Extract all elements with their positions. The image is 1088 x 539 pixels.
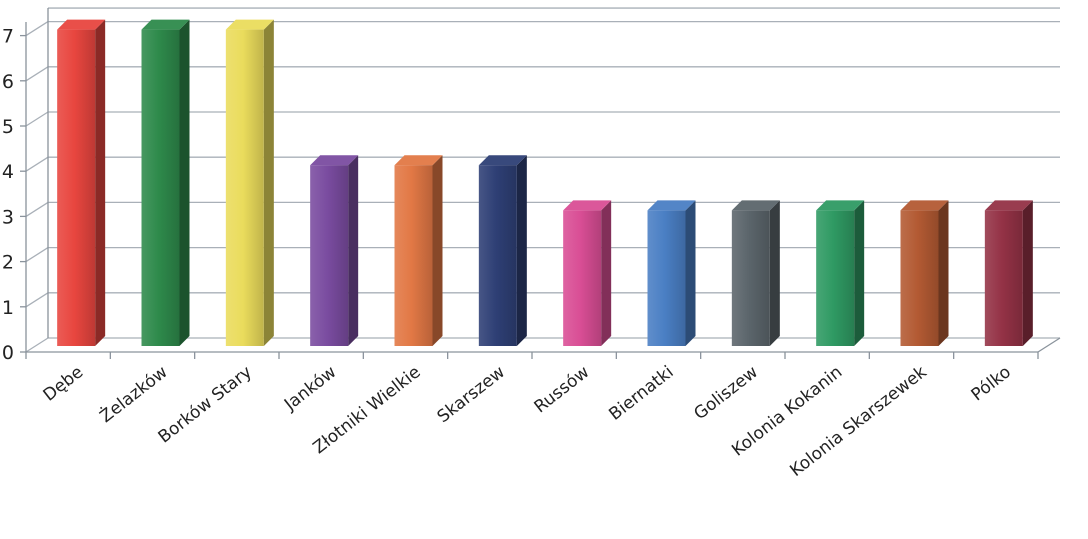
bar-front [984,210,1023,346]
bar-8 [731,200,780,346]
gridlines [25,7,1060,353]
bar-front [57,29,96,346]
bar-front [394,165,433,346]
bar-front [731,210,770,346]
bar-top [900,200,949,211]
y-tick-label: 6 [2,71,14,93]
bar-top [141,19,190,30]
bar-0 [57,19,106,346]
y-tick-label: 4 [2,161,14,183]
bar-top [310,155,359,166]
bar-1 [141,19,190,346]
side-wall-line [25,21,49,37]
bar-front [225,29,264,346]
bar-side [601,200,612,346]
x-tick-label: Borków Stary [155,362,256,447]
axes [20,8,1061,359]
y-tick-label: 7 [2,26,14,48]
bar-side [516,155,527,346]
y-tick-label: 2 [2,252,14,274]
bar-5 [478,155,527,346]
side-wall-line [25,337,49,353]
side-wall-line [25,201,49,217]
bar-side [1022,200,1033,346]
bar-side [95,19,106,346]
bar-side [263,19,274,346]
bar-front [141,29,180,346]
bar-side [769,200,780,346]
bar-side [348,155,359,346]
bar-top [563,200,612,211]
side-wall-line [25,292,49,308]
y-tick-label: 3 [2,206,14,228]
bar-top [225,19,274,30]
y-tick-label: 0 [2,342,14,364]
bar-side [685,200,696,346]
x-tick-label: Goliszew [690,362,762,424]
x-tick-label: Kolonia Skarszewek [786,362,930,481]
y-axis-ticks: 0 1 2 3 4 5 6 7 [2,26,14,364]
bar-front [647,210,686,346]
bar-11 [984,200,1033,346]
x-tick-label: Janków [280,362,340,415]
bar-top [731,200,780,211]
x-tick-label: Russów [531,362,594,417]
bar-6 [563,200,612,346]
bars [57,19,1033,346]
bar-top [57,19,106,30]
side-wall-line [25,247,49,263]
x-tick-label: Biernatki [605,362,677,425]
bar-top [647,200,696,211]
bar-7 [647,200,696,346]
floor-right-edge [1037,337,1061,353]
y-tick-label: 5 [2,116,14,138]
bar-9 [816,200,865,346]
bar-top [816,200,865,211]
bar-side [938,200,949,346]
bar-10 [900,200,949,346]
x-tick-label: Dębe [40,362,88,405]
side-wall-line [25,66,49,82]
bar-top [984,200,1033,211]
bar-front [900,210,939,346]
x-tick-label: Żelazków [96,361,172,427]
bar-side [854,200,865,346]
y-tick-label: 1 [2,297,14,319]
bar-4 [394,155,443,346]
side-wall-line [25,156,49,172]
side-wall-line [25,111,49,127]
bar-front [816,210,855,346]
bar-side [179,19,190,346]
bar-top [478,155,527,166]
bar-3 [310,155,359,346]
x-tick-label: Pólko [968,362,1015,405]
x-tick-label: Skarszew [434,362,509,427]
bar-front [310,165,349,346]
bar-front [478,165,517,346]
bar-front [563,210,602,346]
bar-top [394,155,443,166]
bar-2 [225,19,274,346]
bar-side [432,155,443,346]
